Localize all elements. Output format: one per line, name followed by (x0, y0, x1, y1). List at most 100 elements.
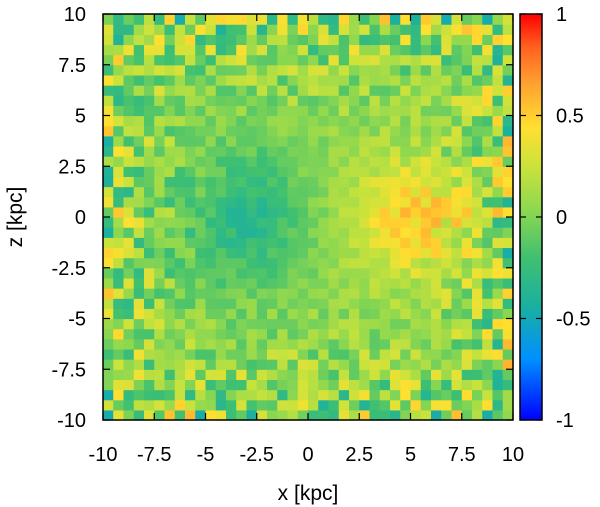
heatmap-cell (410, 267, 422, 279)
heatmap-cell (461, 14, 473, 25)
heatmap-cell (103, 176, 114, 188)
heatmap-cell (328, 328, 340, 340)
heatmap-cell (472, 359, 483, 370)
heatmap-cell (369, 145, 381, 157)
heatmap-cell (226, 196, 237, 208)
heatmap-cell (441, 267, 453, 279)
heatmap-cell (185, 64, 196, 76)
heatmap-cell (154, 359, 166, 370)
heatmap-cell (359, 308, 371, 320)
heatmap-cell (215, 298, 227, 309)
heatmap-cell (246, 288, 258, 299)
heatmap-cell (379, 267, 391, 279)
heatmap-cell (174, 227, 186, 238)
heatmap-cell (144, 105, 155, 117)
heatmap-cell (185, 206, 196, 218)
heatmap-cell (215, 85, 227, 96)
heatmap-cell (420, 186, 432, 198)
heatmap-cell (185, 105, 196, 117)
colorbar-tick-label: -1 (556, 410, 574, 432)
heatmap-cell (400, 348, 412, 360)
heatmap-cell (215, 399, 227, 411)
heatmap-cell (369, 298, 381, 309)
heatmap-cell (400, 379, 412, 391)
heatmap-cell (205, 54, 217, 66)
heatmap-cell (277, 217, 289, 228)
heatmap-cell (123, 95, 135, 106)
heatmap-cell (185, 156, 196, 167)
heatmap-cell (420, 409, 432, 421)
heatmap-cell (144, 399, 155, 411)
heatmap-cell (492, 318, 504, 330)
heatmap-cell (451, 328, 463, 340)
heatmap-cell (451, 206, 463, 218)
heatmap-cell (502, 135, 514, 147)
heatmap-cell (267, 115, 278, 127)
heatmap-cell (318, 277, 330, 289)
heatmap-cell (277, 125, 289, 137)
heatmap-cell (256, 257, 268, 269)
heatmap-cell (113, 95, 125, 106)
heatmap-cell (359, 135, 371, 147)
heatmap-cell (431, 308, 442, 320)
heatmap-cell (277, 74, 289, 86)
heatmap-cell (154, 409, 166, 421)
heatmap-cell (338, 176, 350, 188)
heatmap-cell (461, 257, 473, 269)
heatmap-cell (338, 186, 350, 198)
heatmap-cell (205, 44, 217, 56)
heatmap-cell (431, 176, 442, 188)
heatmap-cell (328, 105, 340, 117)
heatmap-cell (164, 176, 176, 188)
heatmap-cell (369, 328, 381, 340)
heatmap-cell (451, 176, 463, 188)
heatmap-cell (369, 115, 381, 127)
heatmap-cell (400, 318, 412, 330)
heatmap-cell (123, 217, 135, 228)
heatmap-cell (195, 338, 207, 350)
heatmap-cell (338, 217, 350, 228)
heatmap-cell (297, 389, 309, 401)
heatmap-cell (482, 186, 494, 198)
heatmap-cell (441, 34, 453, 46)
heatmap-cell (297, 44, 309, 56)
heatmap-cell (369, 389, 381, 401)
heatmap-cell (277, 237, 289, 249)
heatmap-cell (359, 145, 371, 157)
heatmap-cell (154, 44, 166, 56)
heatmap-cell (502, 34, 514, 46)
heatmap-cell (113, 389, 125, 401)
heatmap-cell (379, 105, 391, 117)
heatmap-cell (472, 74, 483, 86)
heatmap-cell (287, 166, 299, 177)
heatmap-cell (369, 217, 381, 228)
heatmap-cell (277, 389, 289, 401)
heatmap-cell (154, 145, 166, 157)
heatmap-cell (174, 14, 186, 25)
heatmap-cell (297, 237, 309, 249)
heatmap-cell (103, 318, 114, 330)
heatmap-cell (297, 227, 309, 238)
heatmap-cell (472, 298, 483, 309)
heatmap-cell (144, 206, 155, 218)
heatmap-cell (431, 409, 442, 421)
heatmap-cell (236, 399, 248, 411)
heatmap-cell (390, 247, 401, 259)
heatmap-cell (472, 217, 483, 228)
heatmap-cell (287, 298, 299, 309)
heatmap-cell (287, 206, 299, 218)
heatmap-cell (267, 338, 278, 350)
heatmap-cell (144, 389, 155, 401)
heatmap-cell (308, 74, 319, 86)
heatmap-cell (390, 145, 401, 157)
heatmap-cell (185, 237, 196, 249)
heatmap-cell (502, 247, 514, 259)
heatmap-cell (195, 156, 207, 167)
heatmap-cell (502, 74, 514, 86)
y-tick-label: -7.5 (52, 359, 86, 381)
heatmap-cell (174, 369, 186, 380)
heatmap-cell (267, 298, 278, 309)
heatmap-cell (185, 318, 196, 330)
heatmap-cell (174, 105, 186, 117)
heatmap-cell (379, 288, 391, 299)
